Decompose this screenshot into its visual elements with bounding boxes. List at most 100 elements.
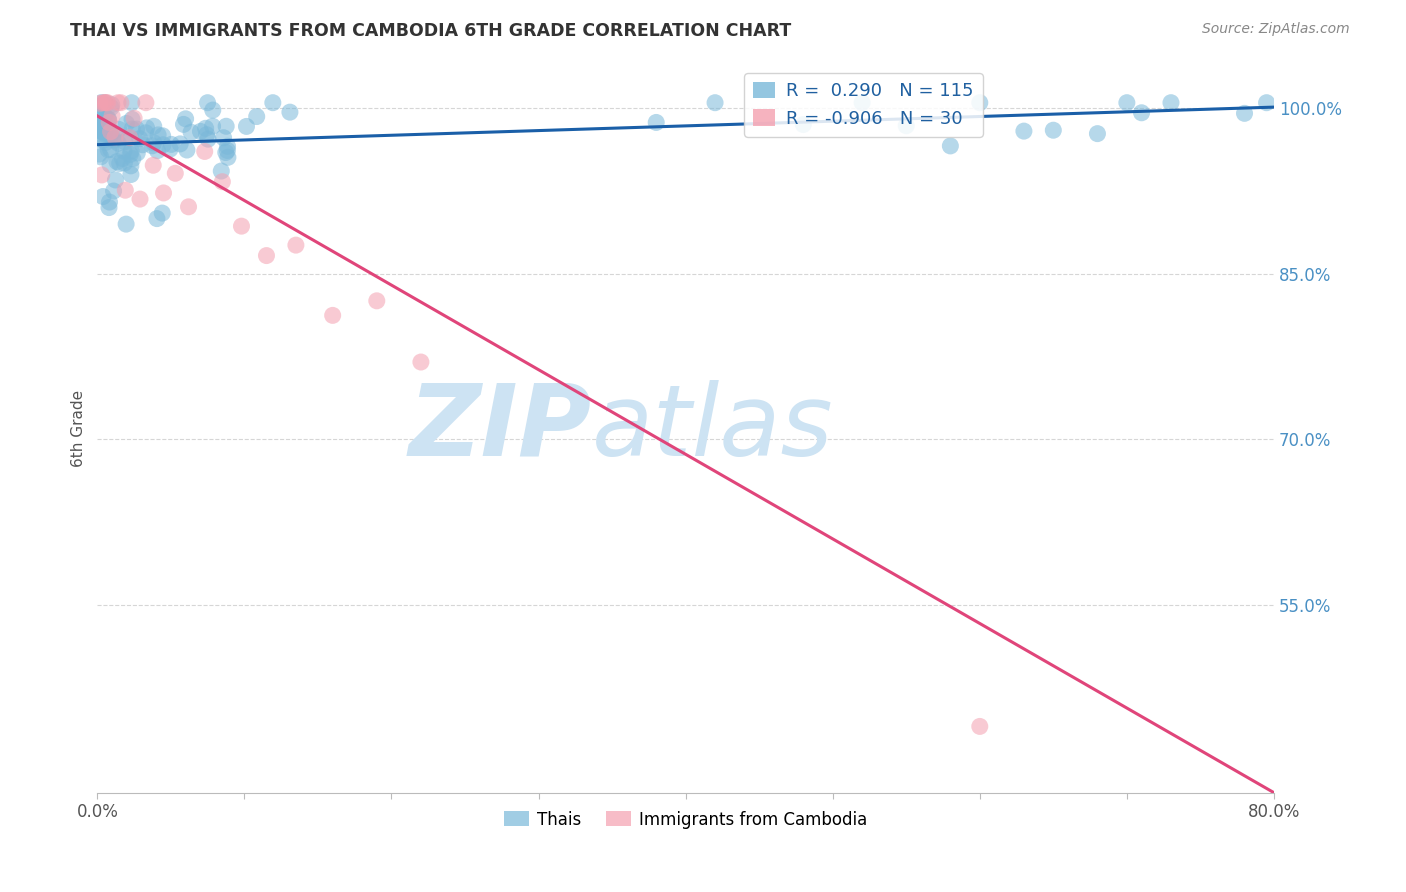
Point <box>121 95 143 110</box>
Point <box>97 112 120 127</box>
Point <box>89 99 111 113</box>
Text: atlas: atlas <box>592 380 834 477</box>
Point <box>129 192 152 206</box>
Point <box>118 130 141 145</box>
Point <box>1012 124 1035 138</box>
Point <box>135 120 157 135</box>
Point <box>142 120 165 134</box>
Point <box>122 112 145 126</box>
Point <box>366 293 388 308</box>
Point <box>146 128 169 142</box>
Point <box>231 219 253 234</box>
Point <box>114 135 136 149</box>
Point <box>104 127 127 141</box>
Point <box>212 130 235 145</box>
Point <box>90 168 112 182</box>
Point <box>97 112 120 127</box>
Point <box>121 122 143 136</box>
Point <box>91 189 114 203</box>
Point <box>93 127 115 141</box>
Point <box>142 136 165 150</box>
Point <box>135 95 157 110</box>
Point <box>94 119 117 133</box>
Text: Source: ZipAtlas.com: Source: ZipAtlas.com <box>1202 22 1350 37</box>
Point <box>278 105 301 120</box>
Point <box>98 195 121 210</box>
Y-axis label: 6th Grade: 6th Grade <box>72 390 86 467</box>
Point <box>100 128 122 142</box>
Point <box>152 186 174 200</box>
Point <box>94 119 117 133</box>
Point <box>89 96 111 111</box>
Point <box>104 130 127 145</box>
Point <box>91 129 114 144</box>
Point <box>217 144 239 158</box>
Point <box>115 116 138 130</box>
Point <box>103 133 125 147</box>
Point <box>190 124 212 138</box>
Point <box>91 95 114 110</box>
Point <box>98 128 121 143</box>
Point <box>150 206 173 220</box>
Point <box>89 123 111 137</box>
Point <box>90 95 112 110</box>
Point <box>96 95 118 110</box>
Point <box>94 136 117 150</box>
Point <box>152 128 174 143</box>
Point <box>120 144 142 158</box>
Point <box>100 125 122 139</box>
Point <box>100 143 122 157</box>
Point <box>792 118 814 132</box>
Text: THAI VS IMMIGRANTS FROM CAMBODIA 6TH GRADE CORRELATION CHART: THAI VS IMMIGRANTS FROM CAMBODIA 6TH GRA… <box>70 22 792 40</box>
Point <box>107 95 129 110</box>
Point <box>1233 106 1256 120</box>
Point <box>98 158 121 172</box>
Point <box>262 95 284 110</box>
Point <box>246 110 269 124</box>
Point <box>141 138 163 153</box>
Point <box>103 184 125 198</box>
Point <box>284 238 307 252</box>
Point <box>173 117 195 131</box>
Point <box>969 719 991 733</box>
Point <box>107 122 129 136</box>
Point <box>146 211 169 226</box>
Point <box>120 168 142 182</box>
Point <box>1130 105 1153 120</box>
Point <box>94 95 117 110</box>
Point <box>197 132 219 146</box>
Point <box>211 175 233 189</box>
Point <box>120 147 142 161</box>
Point <box>235 120 257 134</box>
Point <box>201 120 224 134</box>
Point <box>209 164 232 178</box>
Point <box>93 121 115 136</box>
Point <box>121 152 143 166</box>
Point <box>125 122 148 136</box>
Point <box>215 145 238 160</box>
Point <box>87 147 110 161</box>
Point <box>87 106 110 120</box>
Point <box>114 183 136 197</box>
Point <box>115 217 138 231</box>
Point <box>112 144 135 158</box>
Point <box>131 137 153 152</box>
Point <box>97 143 120 157</box>
Point <box>87 119 110 133</box>
Point <box>1160 95 1182 110</box>
Point <box>89 123 111 137</box>
Point <box>152 137 174 152</box>
Point <box>121 112 143 127</box>
Point <box>107 136 129 150</box>
Point <box>159 142 181 156</box>
Point <box>87 111 110 125</box>
Point <box>201 103 224 117</box>
Point <box>1115 95 1137 110</box>
Point <box>93 95 115 110</box>
Point <box>100 101 122 115</box>
Point <box>96 112 118 127</box>
Point <box>105 154 128 169</box>
Point <box>177 200 200 214</box>
Point <box>896 119 918 133</box>
Point <box>135 126 157 140</box>
